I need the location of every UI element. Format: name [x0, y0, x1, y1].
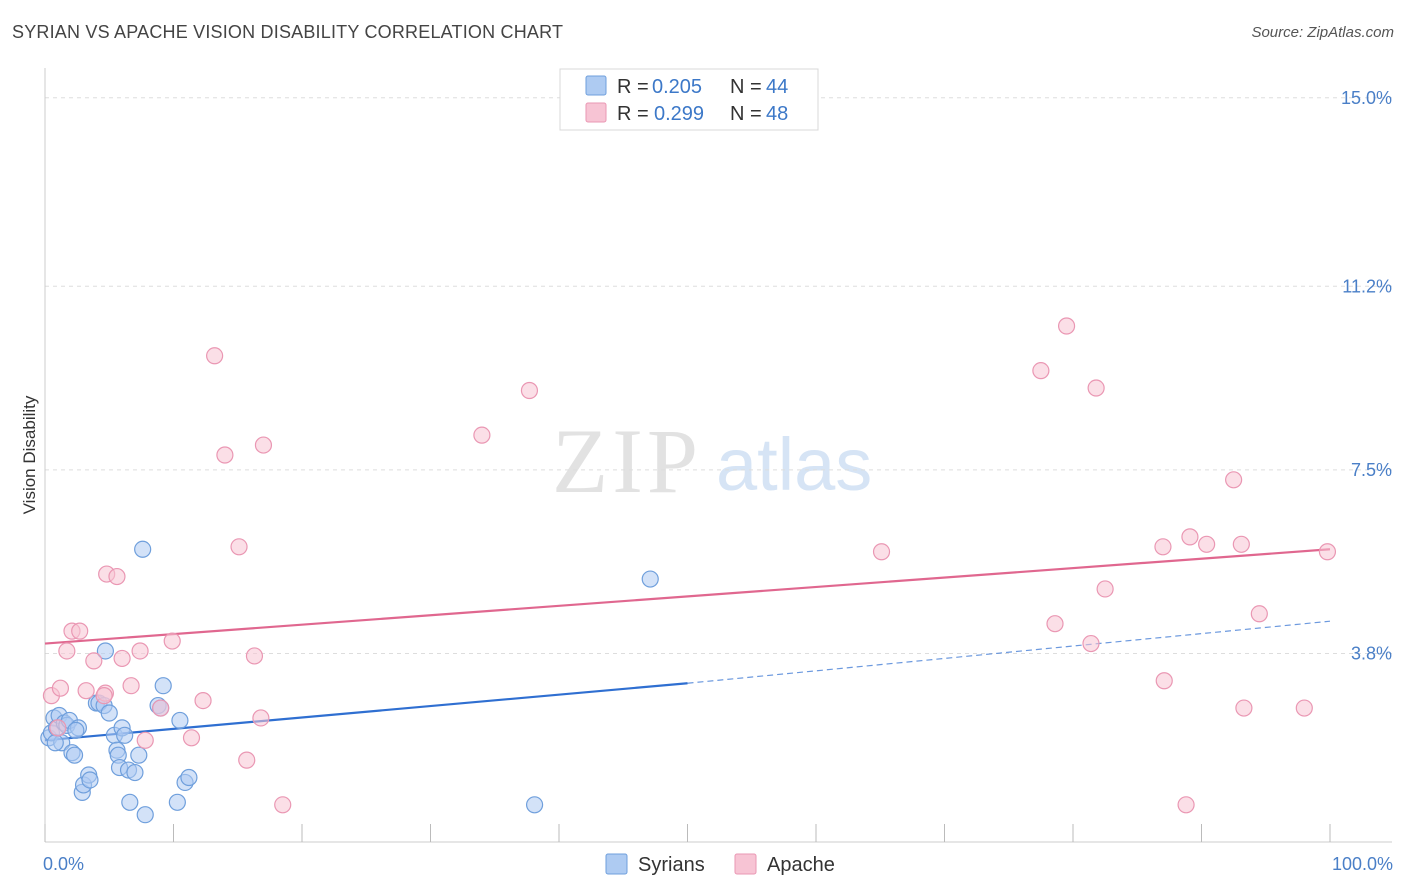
point-apache: [122, 677, 140, 695]
point-apache: [230, 538, 248, 556]
watermark-atlas: atlas: [716, 423, 872, 506]
point-apache: [520, 381, 539, 400]
point-syrians: [134, 540, 152, 558]
point-apache: [51, 679, 70, 697]
axes: [44, 68, 1392, 843]
point-apache: [473, 426, 491, 444]
y-tick-label: 11.2%: [1342, 276, 1392, 296]
point-syrians: [81, 771, 99, 789]
point-syrians: [46, 734, 64, 752]
point-apache: [113, 649, 131, 668]
point-apache: [1154, 538, 1172, 556]
point-apache: [1225, 471, 1243, 489]
legend-r-value-apache: 0.299: [654, 103, 704, 125]
legend-r-value-syrians: 0.205: [652, 76, 702, 98]
point-apache: [136, 731, 154, 749]
correlation-legend: R = 0.205 N = 44 R = 0.299 N = 48: [559, 68, 819, 131]
x-tick-labels: 0.0% 100.0%: [43, 854, 1393, 874]
point-apache: [194, 691, 212, 710]
point-syrians: [168, 793, 186, 811]
point-apache: [1235, 699, 1253, 717]
point-apache: [274, 796, 292, 814]
point-apache: [1232, 535, 1250, 553]
point-syrians: [65, 746, 84, 764]
point-apache: [1082, 634, 1100, 653]
watermark-zip: ZIP: [552, 410, 702, 512]
y-tick-label: 7.5%: [1351, 460, 1392, 480]
point-syrians: [67, 721, 85, 739]
bottom-legend-label-apache: Apache: [767, 854, 835, 876]
point-apache: [1177, 796, 1195, 814]
point-apache: [238, 751, 256, 769]
point-syrians: [100, 704, 118, 722]
point-apache: [1295, 699, 1313, 717]
legend-r-label-syrians: R =: [617, 76, 649, 98]
point-apache: [1096, 580, 1114, 598]
point-apache: [182, 729, 201, 747]
point-apache: [1046, 615, 1064, 633]
point-apache: [1318, 543, 1337, 561]
point-apache: [49, 719, 67, 737]
trend-line-syrians-extension: [687, 620, 1331, 684]
legend-n-label-syrians: N =: [730, 76, 762, 98]
point-syrians: [130, 746, 148, 764]
point-apache: [872, 543, 891, 561]
source-credit: Source: ZipAtlas.com: [1251, 24, 1394, 41]
point-apache: [95, 687, 113, 705]
point-apache: [206, 347, 224, 365]
point-apache: [1057, 317, 1076, 335]
data-points: [40, 317, 1337, 824]
y-tick-labels: 15.0% 11.2% 7.5% 3.8%: [1341, 88, 1392, 664]
point-apache: [1155, 672, 1173, 690]
bottom-legend-label-syrians: Syrians: [638, 854, 705, 876]
point-syrians: [121, 793, 139, 811]
point-syrians: [136, 806, 154, 824]
point-apache: [245, 647, 264, 665]
point-apache: [252, 709, 270, 727]
legend-swatch-syrians: [585, 75, 607, 96]
bottom-legend-swatch-syrians: [605, 853, 628, 875]
series-legend: Syrians Apache: [605, 853, 835, 876]
point-apache: [85, 652, 103, 670]
point-apache: [152, 699, 170, 717]
trend-line-syrians: [44, 682, 688, 742]
x-tick-label: 100.0%: [1332, 854, 1393, 874]
point-syrians: [154, 677, 172, 695]
trend-lines: [44, 548, 1331, 742]
point-syrians: [180, 768, 198, 787]
y-tick-label: 3.8%: [1351, 643, 1392, 663]
point-apache: [1032, 362, 1050, 380]
grid-lines: [45, 97, 1392, 654]
point-apache: [58, 642, 76, 660]
point-apache: [1087, 379, 1105, 397]
trend-line-apache: [44, 548, 1331, 645]
point-apache: [254, 436, 273, 454]
x-tick-label: 0.0%: [43, 854, 84, 874]
point-syrians: [96, 642, 114, 660]
legend-swatch-apache: [585, 102, 607, 123]
point-syrians: [171, 711, 189, 730]
point-syrians: [126, 763, 144, 782]
point-apache: [77, 682, 95, 700]
point-apache: [1250, 605, 1268, 623]
legend-n-value-syrians: 44: [766, 76, 788, 98]
y-axis-title: Vision Disability: [20, 395, 39, 514]
legend-n-label-apache: N =: [730, 103, 762, 125]
point-apache: [71, 622, 89, 640]
bottom-legend-swatch-apache: [734, 853, 757, 875]
legend-n-value-apache: 48: [766, 103, 788, 125]
point-apache: [108, 567, 126, 586]
point-apache: [1181, 528, 1199, 546]
point-apache: [163, 632, 181, 650]
point-syrians: [116, 726, 134, 744]
legend-r-label-apache: R =: [617, 103, 649, 125]
point-syrians: [641, 570, 659, 588]
y-tick-label: 15.0%: [1341, 88, 1392, 108]
point-syrians: [525, 796, 544, 814]
chart-title: SYRIAN VS APACHE VISION DISABILITY CORRE…: [12, 22, 564, 42]
point-apache: [1198, 535, 1216, 553]
point-apache: [216, 446, 234, 464]
point-apache: [131, 642, 149, 660]
